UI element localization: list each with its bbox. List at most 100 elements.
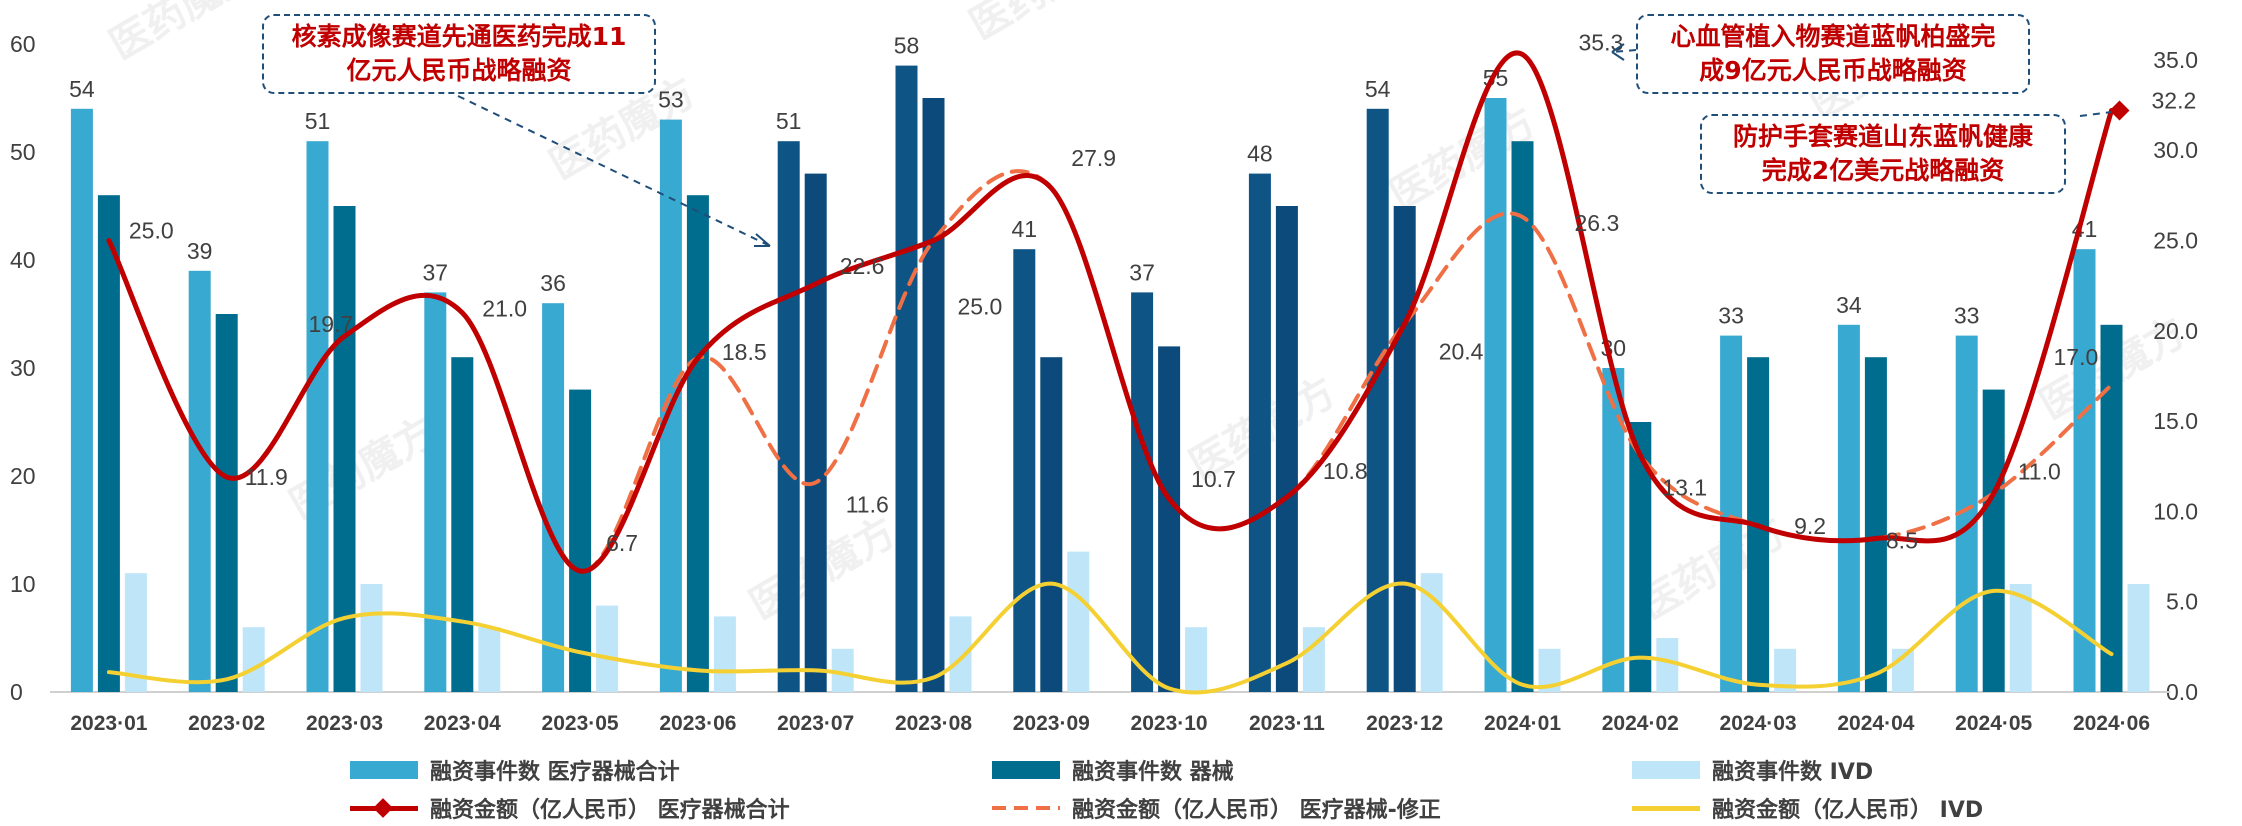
bar-label-2023-08: 58	[894, 33, 920, 59]
bar-series2-2024-03	[1774, 648, 1797, 692]
x-tick-label-2024-03: 2024·03	[1720, 712, 1797, 735]
watermark-text: 医药魔方	[282, 409, 444, 529]
bar-label-2023-07: 51	[776, 108, 802, 134]
line-end-diamond-marker	[2109, 100, 2130, 121]
x-tick-label-2023-02: 2023·02	[188, 712, 265, 735]
callout-lanfan-baisheng: 心血管植入物赛道蓝帆柏盛完 成9亿元人民币战略融资	[1636, 14, 2030, 94]
x-tick-label-2023-11: 2023·11	[1249, 712, 1325, 735]
corrected-amount-label-2024-01: 26.3	[1575, 210, 1620, 236]
legend-swatch-ivd-count	[1632, 761, 1700, 779]
amount-label-2023-07: 22.6	[840, 253, 885, 279]
bar-series1-2024-04	[1864, 357, 1887, 692]
bar-series1-2023-01	[97, 195, 120, 692]
bar-series0-2023-04	[424, 292, 447, 692]
x-tick-label-2023-08: 2023·08	[895, 712, 972, 735]
bar-series1-2023-05	[569, 389, 592, 692]
bar-series0-2023-03	[306, 141, 329, 692]
callout-lanfan-baisheng-line1: 心血管植入物赛道蓝帆柏盛完	[1670, 22, 1996, 51]
bar-series1-2024-01	[1511, 141, 1534, 692]
legend-item-total-count: 融资事件数 医疗器械合计	[350, 752, 680, 788]
amount-label-2024-03: 9.2	[1794, 513, 1826, 539]
bar-series2-2023-08	[949, 616, 972, 692]
x-tick-label-2023-04: 2023·04	[424, 712, 501, 735]
y-left-tick-label: 40	[10, 247, 36, 273]
bar-label-2023-02: 39	[187, 238, 213, 264]
bar-series1-2024-05	[1982, 389, 2005, 692]
bar-series2-2023-10	[1185, 627, 1208, 692]
bar-label-2023-09: 41	[1012, 216, 1038, 242]
bar-label-2023-04: 37	[423, 259, 449, 285]
x-tick-label-2024-05: 2024·05	[1955, 712, 2032, 735]
watermark-text: 医药魔方	[1632, 509, 1794, 629]
y-right-tick-label: 25.0	[2153, 228, 2198, 254]
y-left-tick-label: 20	[10, 463, 36, 489]
amount-label-2023-10: 10.7	[1191, 466, 1236, 492]
bar-series2-2024-05	[2009, 584, 2032, 692]
bar-series2-2023-01	[124, 573, 147, 692]
bar-series1-2023-06	[686, 195, 709, 692]
y-left-tick-label: 50	[10, 139, 36, 165]
x-tick-label-2023-09: 2023·09	[1013, 712, 1090, 735]
bar-series1-2024-06	[2100, 324, 2123, 692]
amount-label-2023-08: 25.0	[958, 294, 1003, 320]
legend-swatch-device-count	[992, 761, 1060, 779]
y-right-tick-label: 10.0	[2153, 498, 2198, 524]
x-tick-label-2024-06: 2024·06	[2073, 712, 2150, 735]
y-left-tick-label: 0	[10, 679, 23, 705]
bar-series2-2023-06	[713, 616, 736, 692]
amount-label-2023-12: 20.4	[1439, 339, 1484, 365]
x-tick-label-2024-04: 2024·04	[1837, 712, 1914, 735]
bar-series0-2024-01	[1484, 98, 1507, 692]
bar-series2-2024-06	[2127, 584, 2150, 692]
corrected-amount-label-2023-07: 11.6	[846, 492, 889, 518]
bar-series1-2023-10	[1158, 346, 1181, 692]
legend-label-total-amount: 融资金额（亿人民币） 医疗器械合计	[430, 798, 790, 823]
x-tick-label-2023-07: 2023·07	[777, 712, 854, 735]
legend-label-total-count: 融资事件数 医疗器械合计	[430, 760, 680, 785]
legend-label-device-count: 融资事件数 器械	[1072, 760, 1234, 785]
y-right-tick-label: 15.0	[2153, 408, 2198, 434]
bar-label-2024-05: 33	[1954, 303, 1980, 329]
amount-label-2023-02: 11.9	[245, 464, 288, 490]
bar-series0-2023-11	[1248, 173, 1271, 693]
bar-label-2023-06: 53	[658, 87, 684, 113]
amount-label-2023-05: 6.7	[606, 530, 638, 556]
y-right-tick-label: 30.0	[2153, 137, 2198, 163]
x-tick-label-2023-06: 2023·06	[659, 712, 736, 735]
bar-series2-2024-01	[1538, 648, 1561, 692]
bar-series1-2023-12	[1393, 206, 1416, 692]
bar-label-2023-12: 54	[1365, 76, 1391, 102]
bar-series0-2024-06	[2073, 249, 2096, 692]
bar-series1-2023-04	[451, 357, 474, 692]
callout-lanfan-baisheng-line2: 成9亿元人民币战略融资	[1699, 56, 1967, 85]
bar-label-2023-01: 54	[69, 76, 95, 102]
legend-item-ivd-amount: 融资金额（亿人民币） IVD	[1632, 790, 1983, 826]
amount-label-2023-11: 10.8	[1323, 458, 1368, 484]
bar-series2-2023-02	[242, 627, 265, 692]
amount-label-2024-06: 32.2	[2152, 87, 2197, 113]
bar-series1-2023-08	[922, 98, 945, 692]
legend-item-device-count: 融资事件数 器械	[992, 752, 1234, 788]
callout-xiantong: 核素成像赛道先通医药完成11 亿元人民币战略融资	[262, 14, 656, 94]
bar-series0-2023-01	[70, 108, 93, 693]
bar-series0-2023-09	[1013, 249, 1036, 692]
y-right-tick-label: 0.0	[2166, 679, 2198, 705]
amount-label-2024-05: 11.0	[2018, 458, 2061, 484]
x-tick-label-2023-05: 2023·05	[542, 712, 619, 735]
watermark-text: 医药魔方	[102, 0, 264, 69]
x-tick-label-2023-03: 2023·03	[306, 712, 383, 735]
bar-series0-2023-12	[1366, 108, 1389, 693]
line-series-2	[106, 581, 2114, 695]
y-left-tick-label: 30	[10, 355, 36, 381]
amount-label-2024-01: 35.3	[1579, 29, 1624, 55]
bar-label-2023-11: 48	[1247, 141, 1273, 167]
callout-lanfan-health-line2: 完成2亿美元战略融资	[1761, 156, 2005, 185]
amount-label-2023-03: 19.7	[309, 311, 354, 337]
amount-label-2023-04: 21.0	[482, 296, 527, 322]
y-right-tick-label: 5.0	[2166, 589, 2198, 615]
bar-series0-2023-02	[188, 270, 211, 692]
bar-series2-2023-05	[596, 605, 619, 692]
bar-series2-2024-02	[1656, 638, 1679, 692]
legend-item-total-amount: 融资金额（亿人民币） 医疗器械合计	[350, 790, 790, 826]
